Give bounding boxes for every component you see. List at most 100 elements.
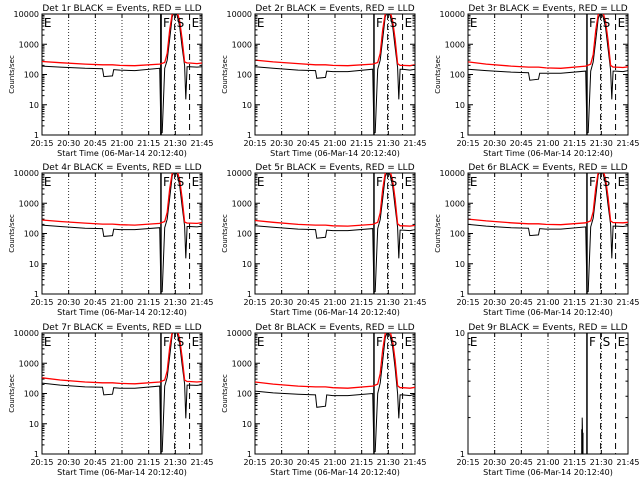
series-line-events: [42, 14, 202, 134]
x-tick-label: 21:30: [377, 458, 400, 467]
x-tick-label: 20:15: [456, 139, 479, 148]
marker-label: S: [603, 335, 611, 349]
x-axis-label: Start Time (06-Mar-14 20:12:40): [483, 308, 613, 317]
x-tick-label: 20:45: [297, 139, 320, 148]
x-axis-label: Start Time (06-Mar-14 20:12:40): [57, 468, 187, 477]
x-tick-label: 21:15: [137, 298, 160, 307]
x-tick-label: 21:00: [110, 139, 133, 148]
series-line-lld: [468, 14, 628, 69]
y-tick-label: 10: [242, 420, 252, 429]
x-axis-label: Start Time (06-Mar-14 20:12:40): [270, 308, 400, 317]
plot-area: [42, 173, 202, 294]
x-tick-label: 21:15: [350, 298, 373, 307]
plot-area: [468, 173, 628, 294]
y-axis-label: Counts/sec: [8, 374, 16, 413]
x-tick-label: 21:30: [590, 458, 613, 467]
y-tick-label: 1: [34, 290, 39, 299]
x-axis-label: Start Time (06-Mar-14 20:12:40): [483, 149, 613, 158]
chart-panel-6: E F S E20:15 20:30 20:45 21:00 21:15 21:30 21:451…: [434, 163, 640, 317]
marker-label: F: [376, 335, 383, 349]
marker-label: F: [163, 16, 170, 30]
x-tick-label: 20:45: [84, 458, 107, 467]
x-tick-label: 20:30: [483, 458, 506, 467]
marker-label: E: [405, 335, 413, 349]
marker-label: E: [618, 335, 626, 349]
x-axis-label: Start Time (06-Mar-14 20:12:40): [57, 149, 187, 158]
x-tick-label: 21:00: [536, 298, 559, 307]
x-tick-label: 21:45: [616, 458, 639, 467]
marker-label: F: [589, 335, 596, 349]
y-tick-label: 1: [460, 450, 465, 459]
chart-title: Det 4r BLACK = Events, RED = LLD: [42, 163, 201, 173]
y-tick-label: 10: [455, 101, 465, 110]
y-tick-label: 10: [242, 101, 252, 110]
x-tick-label: 20:30: [270, 458, 293, 467]
x-tick-label: 21:30: [164, 139, 187, 148]
x-tick-label: 20:30: [483, 139, 506, 148]
y-tick-label: 100: [237, 230, 252, 239]
y-tick-label: 10000: [440, 10, 465, 19]
x-tick-label: 21:45: [616, 139, 639, 148]
y-tick-label: 1000: [19, 199, 39, 208]
marker-label: S: [390, 175, 398, 189]
series-line-events: [42, 173, 202, 293]
y-tick-label: 100: [24, 71, 39, 80]
x-tick-label: 21:15: [563, 139, 586, 148]
series-line-lld: [255, 333, 415, 389]
x-axis-label: Start Time (06-Mar-14 20:12:40): [270, 468, 400, 477]
marker-label: F: [376, 175, 383, 189]
y-axis-label: Counts/sec: [221, 55, 229, 94]
marker-label: E: [618, 175, 626, 189]
marker-label: E: [257, 335, 265, 349]
chart-panel-5: E F S E20:15 20:30 20:45 21:00 21:15 21:30 21:451…: [221, 163, 427, 317]
chart-title: Det 1r BLACK = Events, RED = LLD: [42, 4, 201, 14]
marker-label: E: [470, 335, 478, 349]
x-tick-label: 20:45: [297, 458, 320, 467]
y-tick-label: 1000: [232, 40, 252, 49]
x-tick-label: 20:45: [510, 458, 533, 467]
x-tick-label: 21:45: [190, 139, 213, 148]
chart-title: Det 8r BLACK = Events, RED = LLD: [255, 323, 414, 333]
marker-label: S: [177, 335, 185, 349]
x-tick-label: 20:45: [84, 139, 107, 148]
marker-label: E: [405, 16, 413, 30]
x-tick-label: 20:15: [243, 298, 266, 307]
x-tick-label: 20:30: [270, 298, 293, 307]
marker-label: F: [163, 335, 170, 349]
x-tick-label: 20:30: [483, 298, 506, 307]
marker-label: S: [603, 175, 611, 189]
y-tick-label: 10000: [227, 10, 252, 19]
marker-label: F: [376, 16, 383, 30]
x-tick-label: 21:00: [323, 139, 346, 148]
chart-panel-7: E F S E20:15 20:30 20:45 21:00 21:15 21:30 21:451…: [8, 323, 214, 477]
x-tick-label: 20:15: [243, 139, 266, 148]
x-tick-label: 20:30: [57, 458, 80, 467]
marker-label: E: [44, 16, 52, 30]
y-tick-label: 100: [450, 71, 465, 80]
y-tick-label: 1: [460, 290, 465, 299]
y-axis-label: Counts/sec: [221, 374, 229, 413]
chart-panel-3: E F S E20:15 20:30 20:45 21:00 21:15 21:30 21:451…: [434, 4, 640, 158]
marker-label: S: [603, 16, 611, 30]
y-axis-label: Counts/sec: [434, 55, 442, 94]
y-tick-label: 1000: [445, 40, 465, 49]
x-tick-label: 21:45: [616, 298, 639, 307]
marker-label: E: [257, 16, 265, 30]
y-tick-label: 10000: [14, 329, 39, 338]
x-tick-label: 21:00: [323, 458, 346, 467]
y-tick-label: 100: [237, 71, 252, 80]
plot-area: [42, 333, 202, 454]
x-axis-label: Start Time (06-Mar-14 20:12:40): [483, 468, 613, 477]
marker-label: E: [257, 175, 265, 189]
y-tick-label: 10000: [440, 169, 465, 178]
series-line-events: [255, 14, 415, 134]
series-line-lld: [42, 173, 202, 226]
y-tick-label: 1000: [19, 359, 39, 368]
y-tick-label: 1000: [232, 199, 252, 208]
x-axis-label: Start Time (06-Mar-14 20:12:40): [270, 149, 400, 158]
series-line-events: [255, 173, 415, 293]
marker-label: S: [177, 175, 185, 189]
x-tick-label: 20:15: [243, 458, 266, 467]
x-tick-label: 21:00: [536, 458, 559, 467]
chart-title: Det 9r BLACK = Events, RED = LLD: [468, 323, 627, 333]
